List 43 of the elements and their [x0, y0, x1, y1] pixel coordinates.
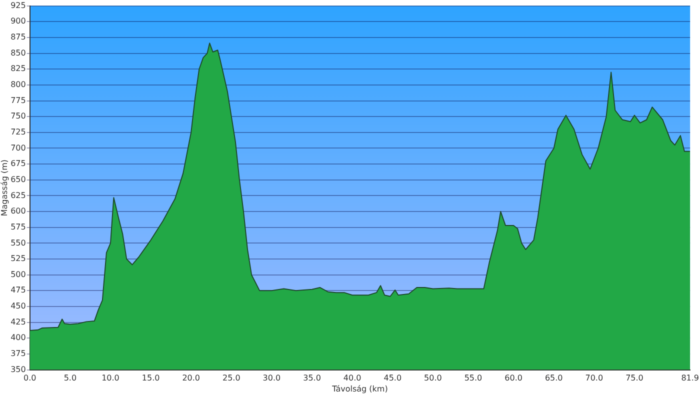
y-tick-label: 925	[10, 0, 26, 10]
x-tick-label: 20.0	[182, 374, 200, 383]
y-tick-label: 400	[10, 333, 26, 342]
y-tick-label: 675	[10, 159, 26, 168]
y-tick-label: 450	[10, 302, 26, 311]
y-tick-label: 900	[10, 16, 26, 26]
x-tick-label: 25.0	[222, 374, 240, 383]
y-tick-label: 750	[10, 112, 26, 121]
y-tick-label: 600	[10, 206, 26, 216]
y-tick-label: 850	[10, 48, 26, 58]
x-tick-label: 81.9	[681, 374, 699, 383]
x-axis-title: Távolság (km)	[331, 384, 388, 394]
y-axis-title: Magasság (m)	[0, 159, 9, 216]
y-tick-label: 475	[10, 286, 26, 295]
x-tick-label: 40.0	[343, 374, 362, 383]
y-tick-label: 775	[10, 96, 26, 105]
y-tick-label: 500	[10, 270, 26, 279]
y-tick-label: 650	[10, 174, 26, 184]
x-tick-label: 50.0	[424, 374, 442, 383]
y-tick-label: 725	[10, 127, 26, 136]
x-tick-label: 55.0	[464, 374, 482, 383]
x-tick-label: 0.0	[24, 374, 36, 383]
y-tick-label: 350	[10, 364, 26, 374]
x-tick-label: 5.0	[64, 374, 77, 383]
y-tick-label: 700	[10, 143, 26, 152]
y-tick-label: 375	[10, 349, 26, 358]
x-tick-label: 60.0	[504, 374, 522, 383]
y-tick-label: 625	[10, 190, 26, 200]
y-tick-label: 875	[10, 32, 26, 42]
x-tick-label: 30.0	[262, 374, 281, 383]
y-tick-label: 825	[10, 64, 26, 74]
y-tick-label: 575	[10, 222, 26, 232]
x-tick-label: 70.0	[585, 374, 604, 383]
x-tick-label: 45.0	[384, 374, 402, 383]
x-tick-label: 15.0	[142, 374, 160, 383]
y-tick-label: 525	[10, 254, 26, 264]
x-tick-label: 75.0	[626, 374, 644, 383]
x-tick-label: 35.0	[303, 374, 321, 383]
y-tick-label: 550	[10, 238, 26, 248]
y-tick-label: 800	[10, 80, 26, 90]
x-tick-label: 65.0	[544, 374, 563, 383]
x-tick-label: 10.0	[102, 374, 120, 383]
y-tick-label: 425	[10, 317, 26, 326]
